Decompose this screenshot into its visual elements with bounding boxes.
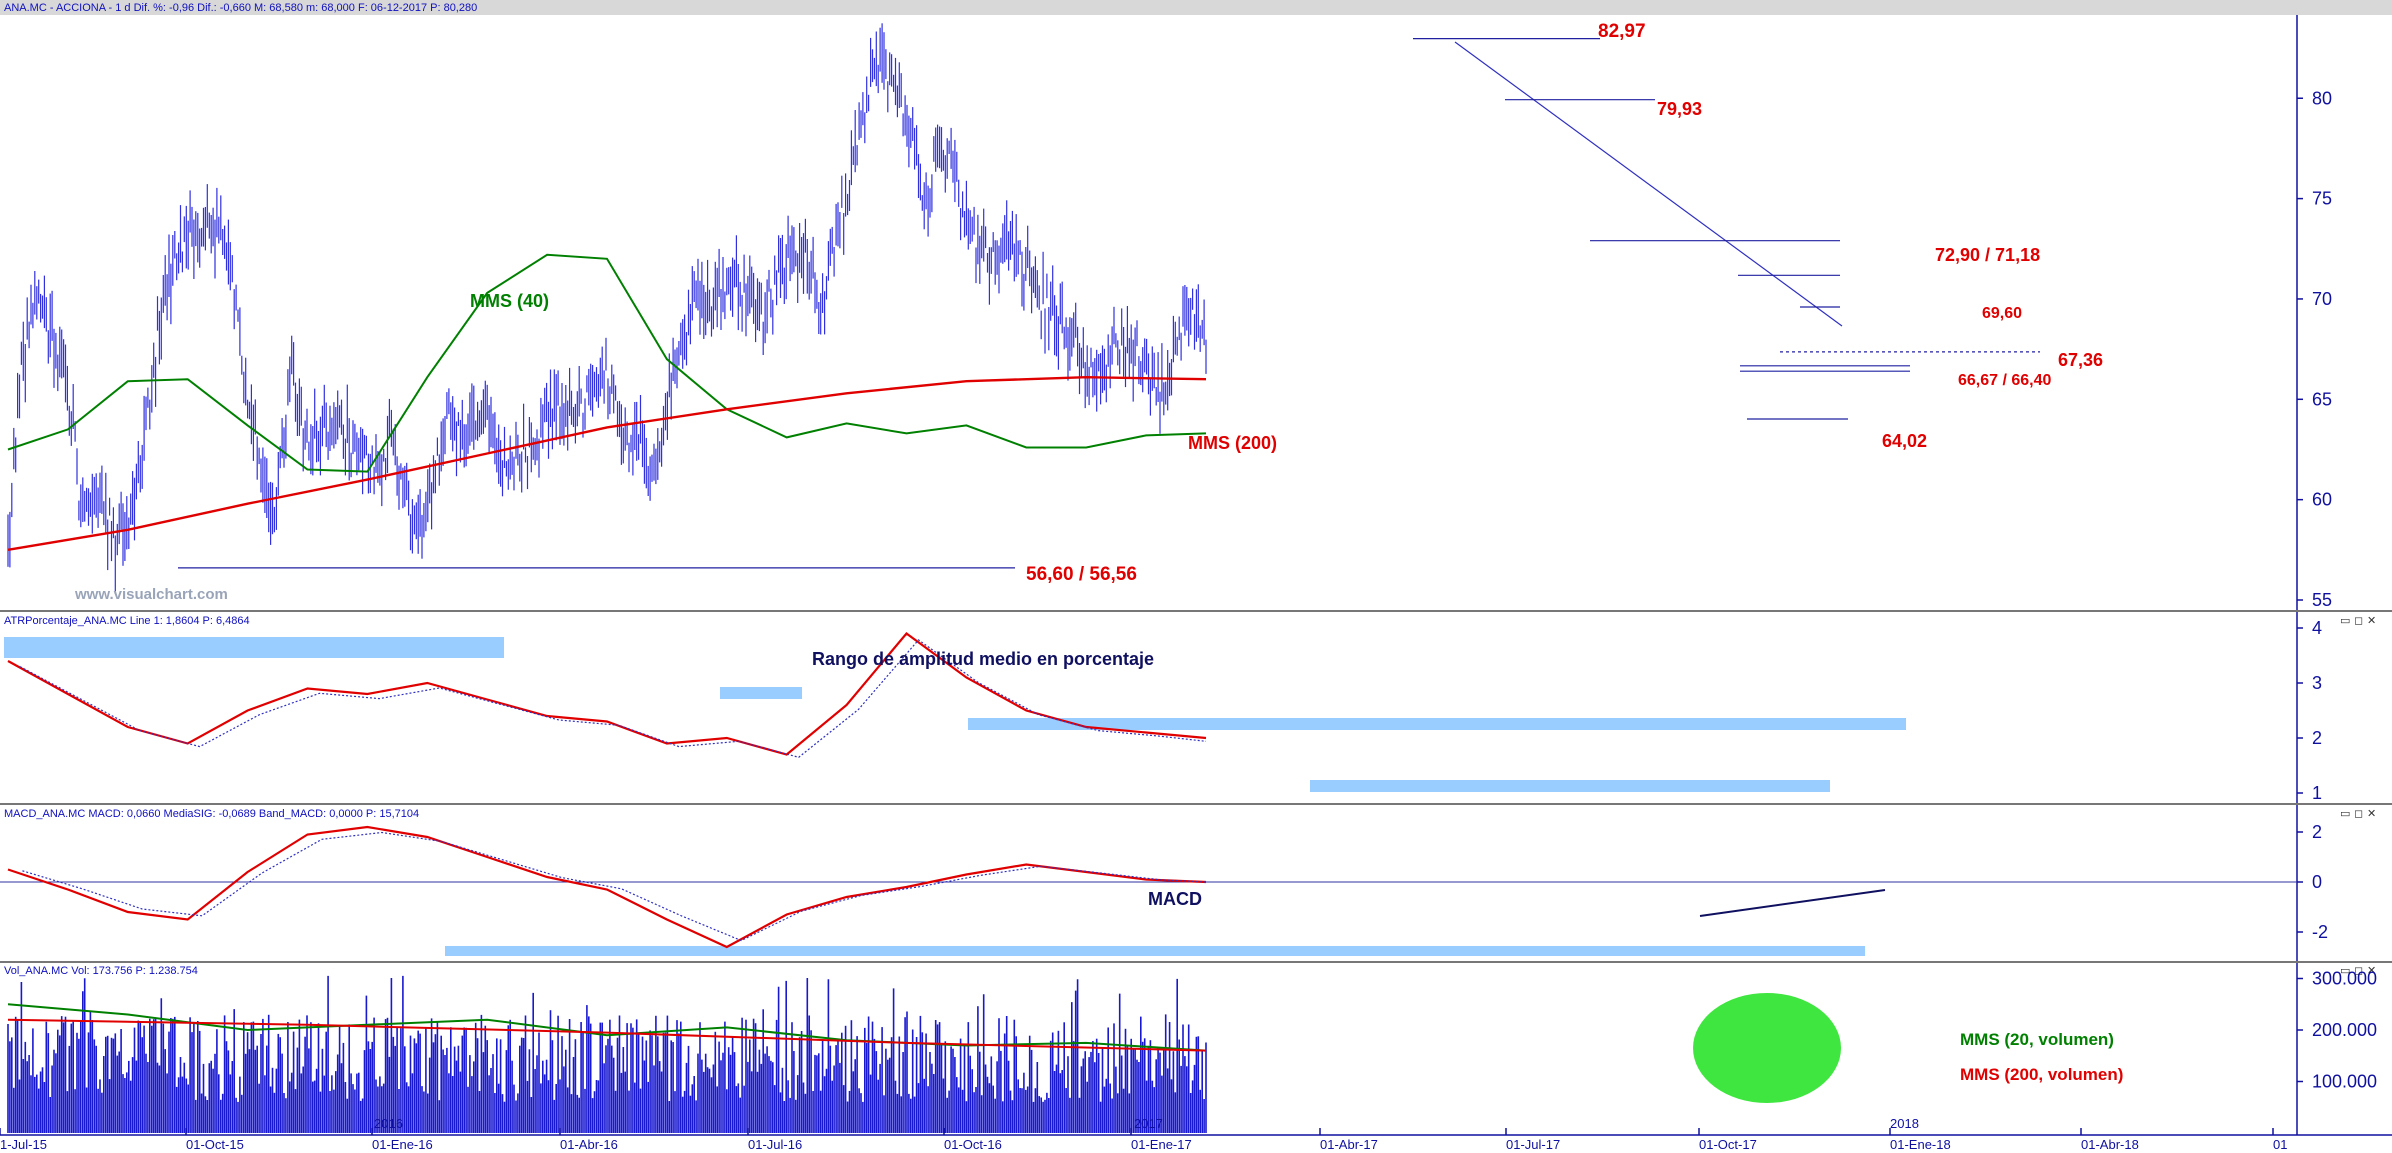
xtick-label: 01-Abr-18 <box>2081 1137 2139 1152</box>
level-label: 72,90 / 71,18 <box>1935 245 2040 265</box>
price-ytick: 75 <box>2312 189 2332 209</box>
svg-text:◻: ◻ <box>2354 807 2363 820</box>
legend-mms200-volumen: MMS (200, volumen) <box>1960 1065 2123 1084</box>
year-mark: 2017 <box>1134 1116 1163 1131</box>
atr-highlight-high-2 <box>720 687 802 699</box>
xtick-label: 01-Ene-16 <box>372 1137 433 1152</box>
macd-ytick: 2 <box>2312 822 2322 842</box>
xtick-label: 01-Oct-15 <box>186 1137 244 1152</box>
macd-ytick: 0 <box>2312 872 2322 892</box>
legend-mms20-volumen: MMS (20, volumen) <box>1960 1030 2114 1049</box>
volume-bars <box>7 975 1207 1133</box>
xtick-label: 01-Abr-16 <box>560 1137 618 1152</box>
svg-text:✕: ✕ <box>2367 807 2376 820</box>
volume-ytick: 300.000 <box>2312 969 2377 989</box>
atr-panel-header: ATRPorcentaje_ANA.MC Line 1: 1,8604 P: 6… <box>4 615 250 627</box>
volume-mms20-line <box>7 1003 1207 1052</box>
atr-ytick: 1 <box>2312 783 2322 803</box>
atr-highlight-low <box>1310 780 1830 792</box>
annotation-mms200: MMS (200) <box>1188 433 1277 453</box>
xtick-label: 01-Ene-18 <box>1890 1137 1951 1152</box>
atr-ytick: 4 <box>2312 618 2322 638</box>
macd-signal-line <box>22 831 1207 942</box>
price-down-trendline <box>1454 41 1843 327</box>
annotation-mms40: MMS (40) <box>470 291 549 311</box>
xtick-label: 01-Oct-17 <box>1699 1137 1757 1152</box>
xtick-label: 01-Abr-17 <box>1320 1137 1378 1152</box>
atr-ytick: 3 <box>2312 673 2322 693</box>
level-label: 82,97 <box>1598 21 1646 42</box>
overlays <box>0 37 2297 1103</box>
svg-text:◻: ◻ <box>2354 964 2363 977</box>
volume-panel-header: Vol_ANA.MC Vol: 173.756 P: 1.238.754 <box>4 965 198 977</box>
svg-text:▭: ▭ <box>2340 964 2350 977</box>
svg-text:✕: ✕ <box>2367 614 2376 627</box>
labels: 55 60 65 70 75 80 1 2 3 4 2 0 -2 300.000 200.000 100.00… <box>0 21 2377 1152</box>
macd-highlight <box>445 946 1865 956</box>
annotation-macd: MACD <box>1148 889 1202 909</box>
annotation-atr: Rango de amplitud medio en porcentaje <box>812 649 1154 669</box>
macd-panel-window-icons[interactable]: ▭ ◻ ✕ <box>2340 807 2376 820</box>
atr-highlight-high-1 <box>4 637 504 658</box>
macd-up-trendline <box>1699 889 1886 917</box>
year-mark: 2016 <box>374 1116 403 1131</box>
price-bars <box>7 23 1207 595</box>
atr-highlight-range <box>968 718 1906 730</box>
year-mark: 2018 <box>1890 1116 1919 1131</box>
price-ytick: 70 <box>2312 289 2332 309</box>
xtick-label: 1-Jul-15 <box>0 1137 47 1152</box>
mms200-line <box>7 375 1207 551</box>
atr-ytick: 2 <box>2312 728 2322 748</box>
xtick-label: 01 <box>2273 1137 2287 1152</box>
atr-panel-window-icons[interactable]: ▭ ◻ ✕ <box>2340 614 2376 627</box>
svg-text:✕: ✕ <box>2367 964 2376 977</box>
level-label: 79,93 <box>1657 99 1702 119</box>
volume-ytick: 100.000 <box>2312 1072 2377 1092</box>
macd-line <box>7 825 1207 949</box>
xtick-label: 01-Jul-16 <box>748 1137 802 1152</box>
volume-highlight-circle <box>1693 993 1841 1103</box>
mms40-line <box>7 253 1207 473</box>
series-lines <box>7 253 1207 1052</box>
level-label: 56,60 / 56,56 <box>1026 564 1137 585</box>
atr-signal-line <box>19 639 1207 758</box>
xtick-label: 01-Oct-16 <box>944 1137 1002 1152</box>
level-label: 64,02 <box>1882 431 1927 451</box>
volume-panel-window-icons[interactable]: ▭ ◻ ✕ <box>2340 964 2376 977</box>
volume-mms200-line <box>7 1018 1207 1052</box>
level-label: 69,60 <box>1982 305 2022 322</box>
price-panel-header: ANA.MC - ACCIONA - 1 d Dif. %: -0,96 Dif… <box>4 2 477 14</box>
svg-text:▭: ▭ <box>2340 807 2350 820</box>
level-label: 67,36 <box>2058 350 2103 370</box>
macd-ytick: -2 <box>2312 922 2328 942</box>
watermark: www.visualchart.com <box>74 586 228 603</box>
macd-panel-header: MACD_ANA.MC MACD: 0,0660 MediaSIG: -0,06… <box>4 808 419 820</box>
level-label: 66,67 / 66,40 <box>1958 372 2052 389</box>
price-ytick: 55 <box>2312 590 2332 610</box>
atr-line <box>7 632 1207 756</box>
xtick-label: 01-Jul-17 <box>1506 1137 1560 1152</box>
price-ytick: 65 <box>2312 389 2332 409</box>
svg-text:▭: ▭ <box>2340 614 2350 627</box>
right-axis <box>2297 15 2392 1135</box>
svg-text:◻: ◻ <box>2354 614 2363 627</box>
volume-ytick: 200.000 <box>2312 1020 2377 1040</box>
price-ytick: 60 <box>2312 490 2332 510</box>
xtick-label: 01-Ene-17 <box>1131 1137 1192 1152</box>
price-ytick: 80 <box>2312 88 2332 108</box>
title-bar <box>0 0 2392 15</box>
